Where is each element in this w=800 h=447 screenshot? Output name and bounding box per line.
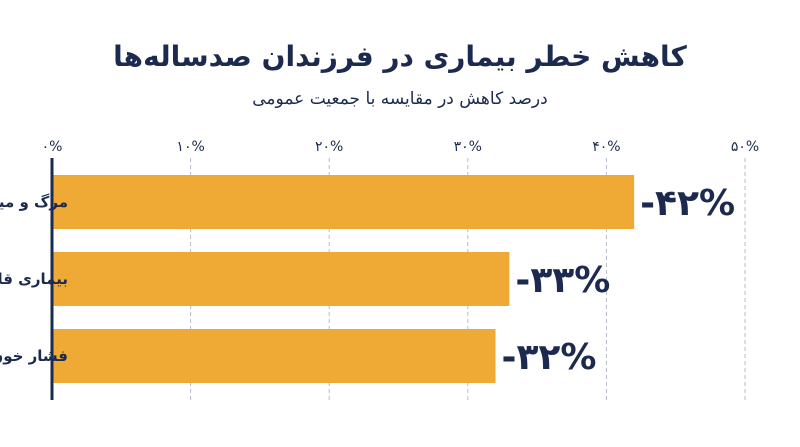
bar-category-label: بیماری قلبی عروقی [0, 270, 68, 288]
chart-subtitle: درصد کاهش در مقایسه با جمعیت عمومی [252, 89, 548, 109]
bar-category-label: فشار خون بالا [0, 347, 68, 365]
x-tick-label: ۳۰% [454, 139, 482, 155]
chart-title: کاهش خطر بیماری در فرزندان صدساله‌ها [113, 40, 687, 73]
x-tick-label: ۵۰% [731, 139, 759, 155]
bar-value-label: -۳۲% [502, 337, 597, 378]
x-tick-label: ۴۰% [592, 139, 620, 155]
x-tick-label: ۲۰% [315, 139, 343, 155]
bar-category-label: مرگ و میر ناشی از همه علل [0, 193, 68, 211]
x-tick-label: ۰% [42, 139, 63, 155]
bar-value-label: -۳۳% [515, 260, 610, 301]
x-axis-ticks: ۰% ۱۰% ۲۰% ۳۰% ۴۰% ۵۰% [42, 139, 760, 155]
bar-value-label: -۴۲% [640, 183, 735, 224]
bar [52, 252, 510, 306]
bar [52, 175, 635, 229]
bars: مرگ و میر ناشی از همه علل -۴۲% بیماری قلبی… [0, 175, 735, 383]
x-tick-label: ۱۰% [176, 139, 204, 155]
bar [52, 329, 496, 383]
